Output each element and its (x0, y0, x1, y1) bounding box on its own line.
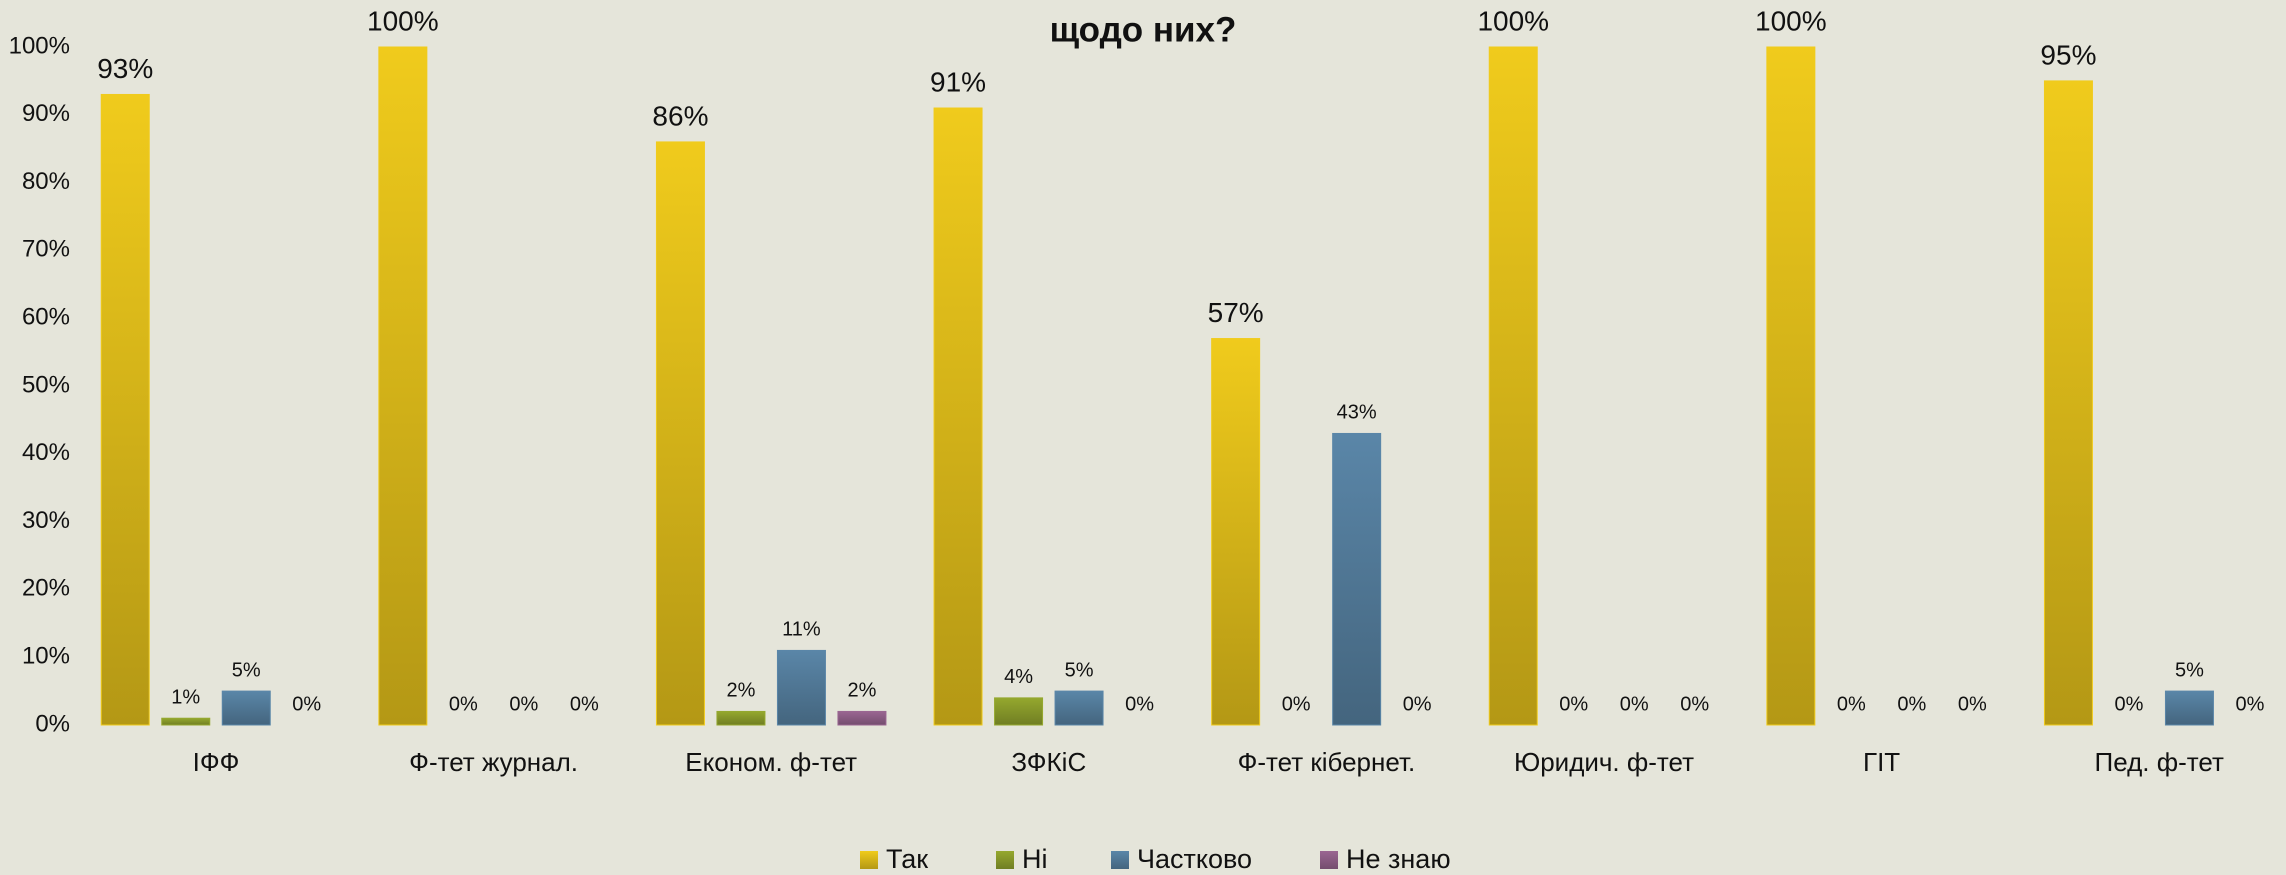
x-tick-label: ГІТ (1863, 747, 1900, 777)
legend-label: Так (886, 844, 928, 874)
bar (837, 710, 887, 726)
x-tick-label: Юридич. ф-тет (1514, 747, 1694, 777)
data-label: 0% (2235, 693, 2264, 715)
x-tick-label: Економ. ф-тет (685, 747, 857, 777)
bar (1488, 46, 1538, 726)
y-tick-label: 10% (22, 643, 70, 670)
y-tick-label: 0% (35, 710, 70, 737)
chart-title: щодо них? (1050, 10, 1237, 49)
data-label: 0% (449, 693, 478, 715)
bar (100, 93, 150, 726)
legend-swatch (860, 851, 878, 869)
data-label: 100% (367, 5, 439, 36)
data-label: 86% (652, 100, 708, 131)
y-tick-label: 90% (22, 100, 70, 127)
y-tick-label: 70% (22, 236, 70, 263)
data-label: 95% (2040, 39, 2096, 70)
data-label: 0% (1958, 693, 1987, 715)
bar (2164, 690, 2214, 726)
bar (933, 107, 983, 726)
x-tick-label: ІФФ (193, 747, 240, 777)
legend-label: Частково (1137, 844, 1252, 874)
data-label: 0% (1680, 693, 1709, 715)
data-label: 100% (1477, 5, 1549, 36)
data-label: 5% (232, 659, 261, 681)
bar (994, 697, 1044, 726)
data-label: 0% (1559, 693, 1588, 715)
data-label: 0% (292, 693, 321, 715)
bar (161, 717, 211, 726)
data-label: 0% (1403, 693, 1432, 715)
data-label: 43% (1337, 402, 1377, 424)
data-label: 0% (509, 693, 538, 715)
data-label: 0% (1282, 693, 1311, 715)
bar (1211, 338, 1261, 726)
y-tick-label: 80% (22, 168, 70, 195)
data-label: 0% (1125, 693, 1154, 715)
x-tick-label: Пед. ф-тет (2095, 747, 2224, 777)
bar (716, 710, 766, 726)
data-label: 0% (570, 693, 599, 715)
legend-swatch (1111, 851, 1129, 869)
bar (2043, 80, 2093, 726)
data-label: 57% (1208, 297, 1264, 328)
bar (1332, 432, 1382, 726)
data-label: 91% (930, 66, 986, 97)
legend-label: Ні (1022, 844, 1048, 874)
x-tick-label: ЗФКіС (1011, 747, 1086, 777)
x-tick-label: Ф-тет кібернет. (1238, 747, 1416, 777)
legend-swatch (1320, 851, 1338, 869)
data-label: 100% (1755, 5, 1827, 36)
data-label: 0% (2114, 693, 2143, 715)
data-label: 4% (1004, 666, 1033, 688)
y-tick-label: 100% (9, 32, 70, 59)
data-label: 1% (171, 687, 200, 709)
data-label: 2% (847, 680, 876, 702)
bar (378, 46, 428, 726)
y-tick-label: 60% (22, 304, 70, 331)
data-label: 5% (2175, 659, 2204, 681)
legend-label: Не знаю (1346, 844, 1451, 874)
y-tick-label: 50% (22, 371, 70, 398)
y-tick-label: 20% (22, 575, 70, 602)
x-tick-label: Ф-тет журнал. (409, 747, 578, 777)
bar (1766, 46, 1816, 726)
data-label: 2% (726, 680, 755, 702)
data-label: 5% (1065, 659, 1094, 681)
bar (776, 649, 826, 726)
data-label: 0% (1620, 693, 1649, 715)
data-label: 11% (782, 619, 821, 641)
y-tick-label: 40% (22, 439, 70, 466)
data-label: 0% (1897, 693, 1926, 715)
data-label: 93% (97, 53, 153, 84)
bar (655, 141, 705, 726)
bar (221, 690, 271, 726)
y-tick-label: 30% (22, 507, 70, 534)
data-label: 0% (1837, 693, 1866, 715)
bar (1054, 690, 1104, 726)
legend-swatch (996, 851, 1014, 869)
